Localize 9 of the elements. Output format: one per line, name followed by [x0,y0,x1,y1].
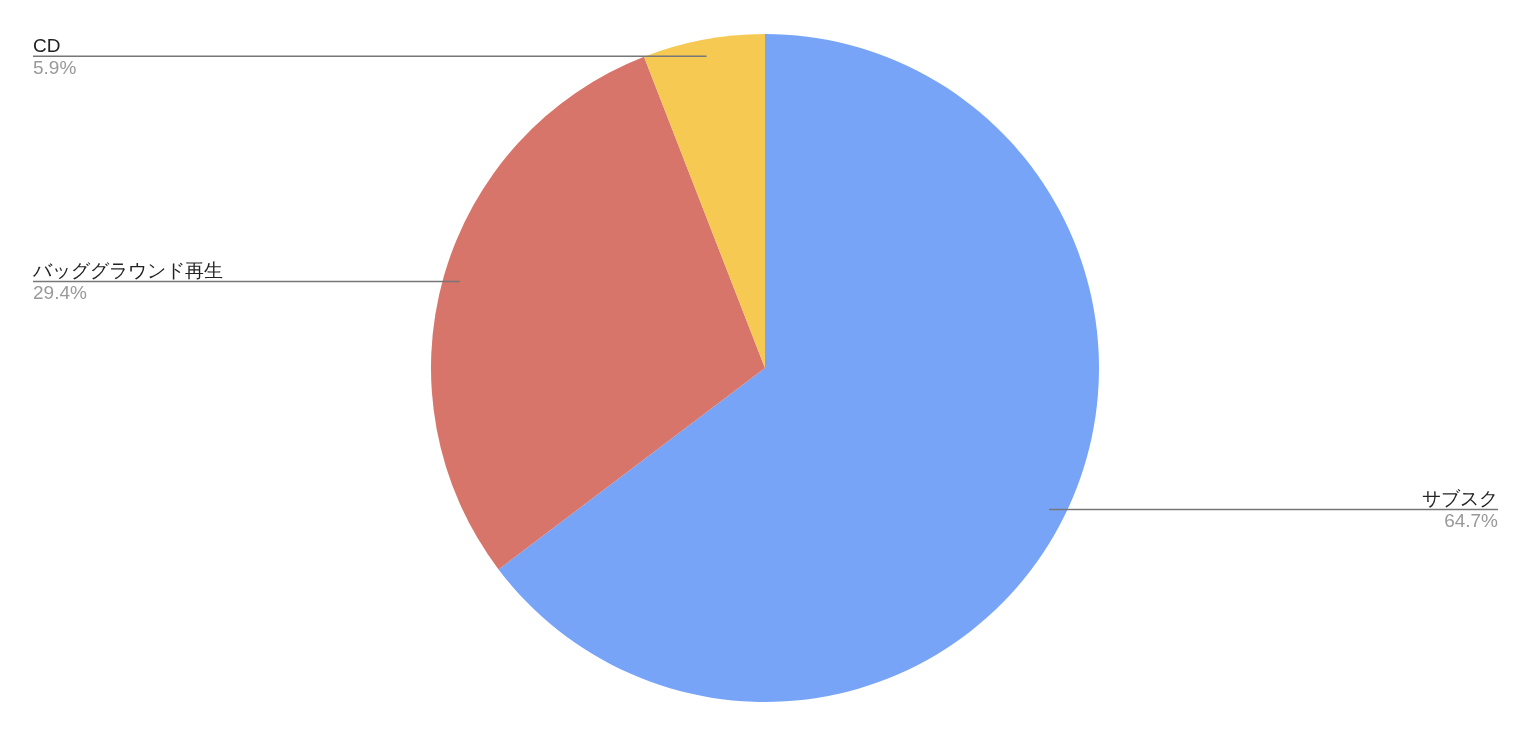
data-label: 5.9% [33,57,77,79]
pie-slice [498,34,1099,702]
slice-label: バッググラウンド再生 [32,260,223,282]
slice-label: サブスク [1422,488,1498,510]
pie-slice [644,34,765,368]
data-label: 29.4% [33,282,87,304]
pie-slice [431,56,765,570]
slice-label: CD [33,35,61,57]
data-label: 64.7% [1444,510,1499,532]
